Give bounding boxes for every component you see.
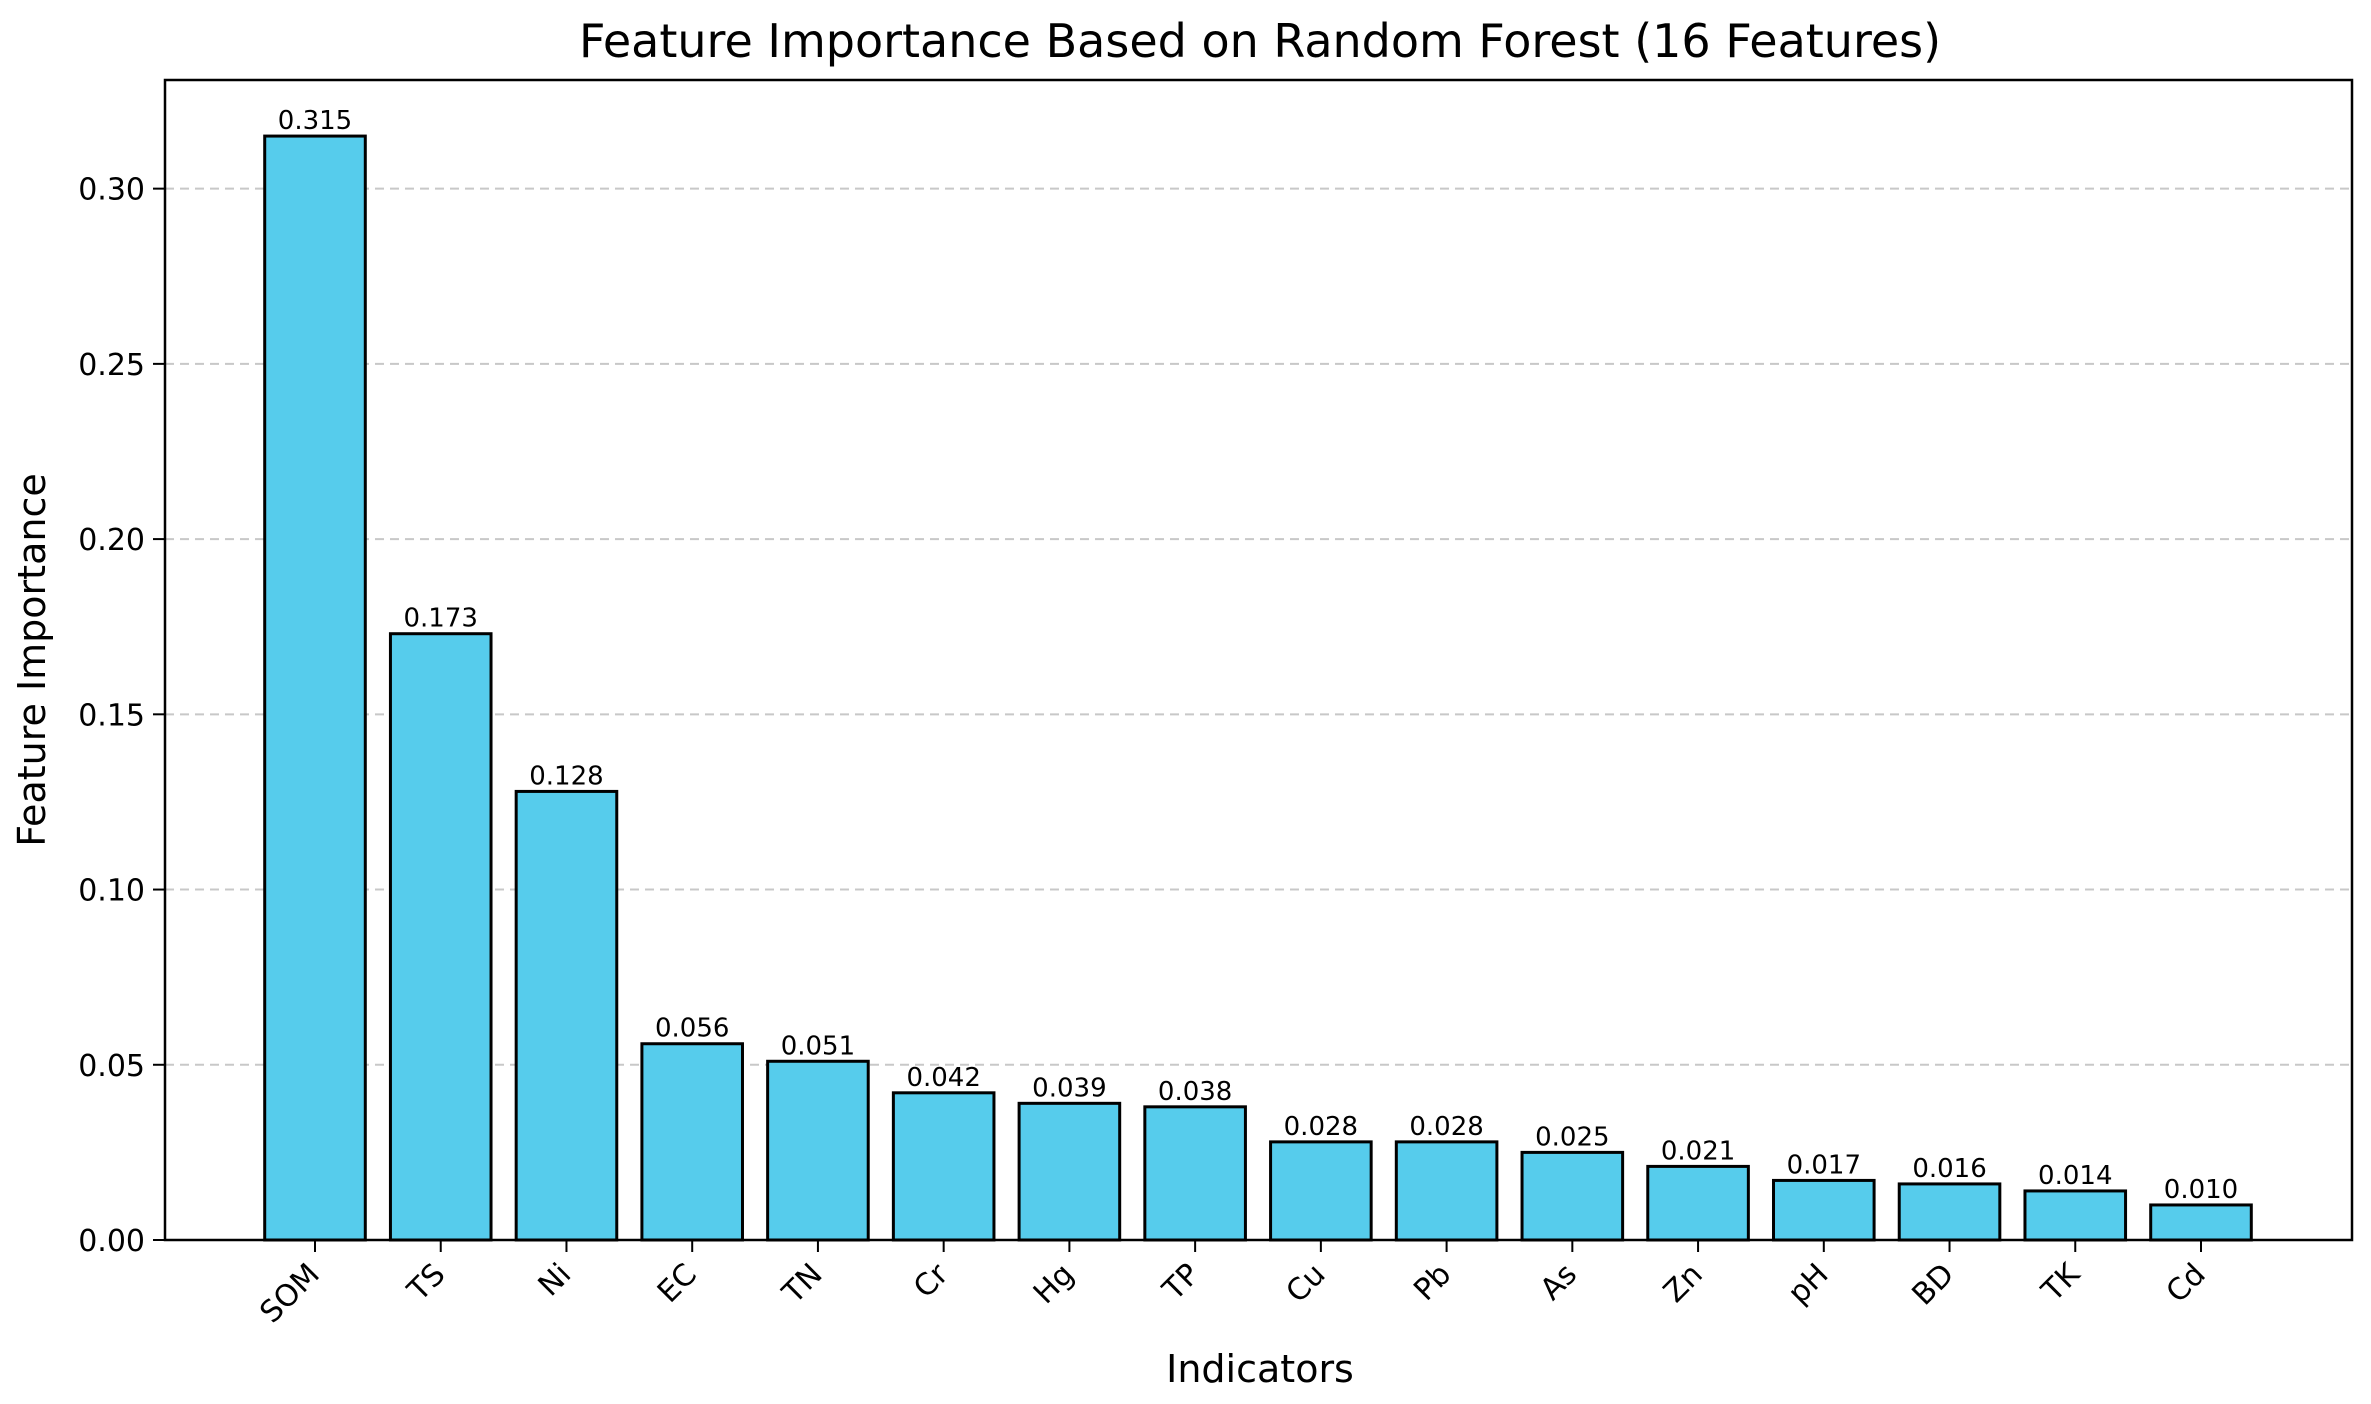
bar [640,1042,744,1242]
x-tick-label: Cd [2160,1257,2213,1310]
gridlines [165,187,2352,1066]
data-label: 0.039 [1032,1073,1106,1103]
y-tick-label: 0.00 [78,1224,145,1259]
x-tick-label: TN [775,1257,829,1311]
x-tick-label: TP [1156,1257,1207,1308]
data-label: 0.010 [2164,1175,2238,1205]
data-label: 0.051 [781,1031,855,1061]
data-label: 0.028 [1409,1112,1483,1142]
bar [2149,1203,2253,1242]
bar [891,1091,996,1242]
y-tick-label: 0.20 [78,523,145,558]
data-label: 0.014 [2038,1161,2112,1191]
y-axis: 0.00 0.05 0.10 0.15 0.20 0.25 0.30 [78,173,165,1259]
data-label: 0.017 [1787,1150,1861,1180]
y-tick-label: 0.30 [78,173,145,208]
x-axis: SOM TS Ni EC TN Cr Hg TP Cu Pb As Zn pH BD TK Cd [253,1240,2213,1330]
bar [263,134,367,1242]
y-tick-label: 0.15 [78,698,145,733]
bar [1646,1164,1750,1242]
x-tick-label: EC [651,1257,704,1310]
y-tick-label: 0.05 [78,1049,145,1084]
bar [1143,1105,1247,1242]
bar [1772,1178,1876,1242]
x-axis-label: Indicators [1166,1347,1354,1391]
y-tick-label: 0.25 [78,348,145,383]
data-label: 0.315 [278,106,352,136]
x-tick-label: Ni [532,1257,579,1304]
x-tick-label: Hg [1027,1257,1081,1311]
data-label: 0.042 [906,1063,980,1093]
bar [766,1059,870,1242]
x-tick-label: Pb [1407,1257,1458,1308]
y-tick-label: 0.10 [78,874,145,909]
chart-title: Feature Importance Based on Random Fores… [579,14,1941,68]
bar [2023,1189,2128,1242]
bar [1897,1182,2002,1242]
bar [1269,1140,1373,1242]
x-tick-label: SOM [253,1257,326,1330]
bar [514,789,619,1242]
data-label: 0.016 [1912,1154,1986,1184]
data-label: 0.173 [404,604,478,634]
bar [1520,1150,1625,1242]
data-label: 0.025 [1535,1122,1609,1152]
x-tick-label: Cu [1280,1257,1333,1310]
x-tick-label: As [1534,1257,1584,1307]
bar [1017,1101,1122,1242]
data-label: 0.021 [1661,1136,1735,1166]
data-label: 0.028 [1284,1112,1358,1142]
bars [263,134,2253,1242]
data-label: 0.038 [1158,1077,1232,1107]
data-label: 0.128 [529,761,603,791]
x-tick-label: BD [1906,1257,1962,1313]
data-label: 0.056 [655,1014,729,1044]
plot-frame [163,78,2354,1242]
x-tick-label: Zn [1657,1257,1710,1310]
x-tick-label: TS [401,1257,453,1309]
bar [388,632,493,1242]
x-tick-label: Cr [907,1256,956,1305]
x-tick-label: pH [1781,1257,1835,1311]
x-tick-label: TK [2035,1256,2088,1309]
data-labels: 0.315 0.173 0.128 0.056 0.051 0.042 0.039 0.038… [278,106,2238,1205]
bar [1394,1140,1499,1242]
y-axis-label: Feature Importance [10,473,54,846]
